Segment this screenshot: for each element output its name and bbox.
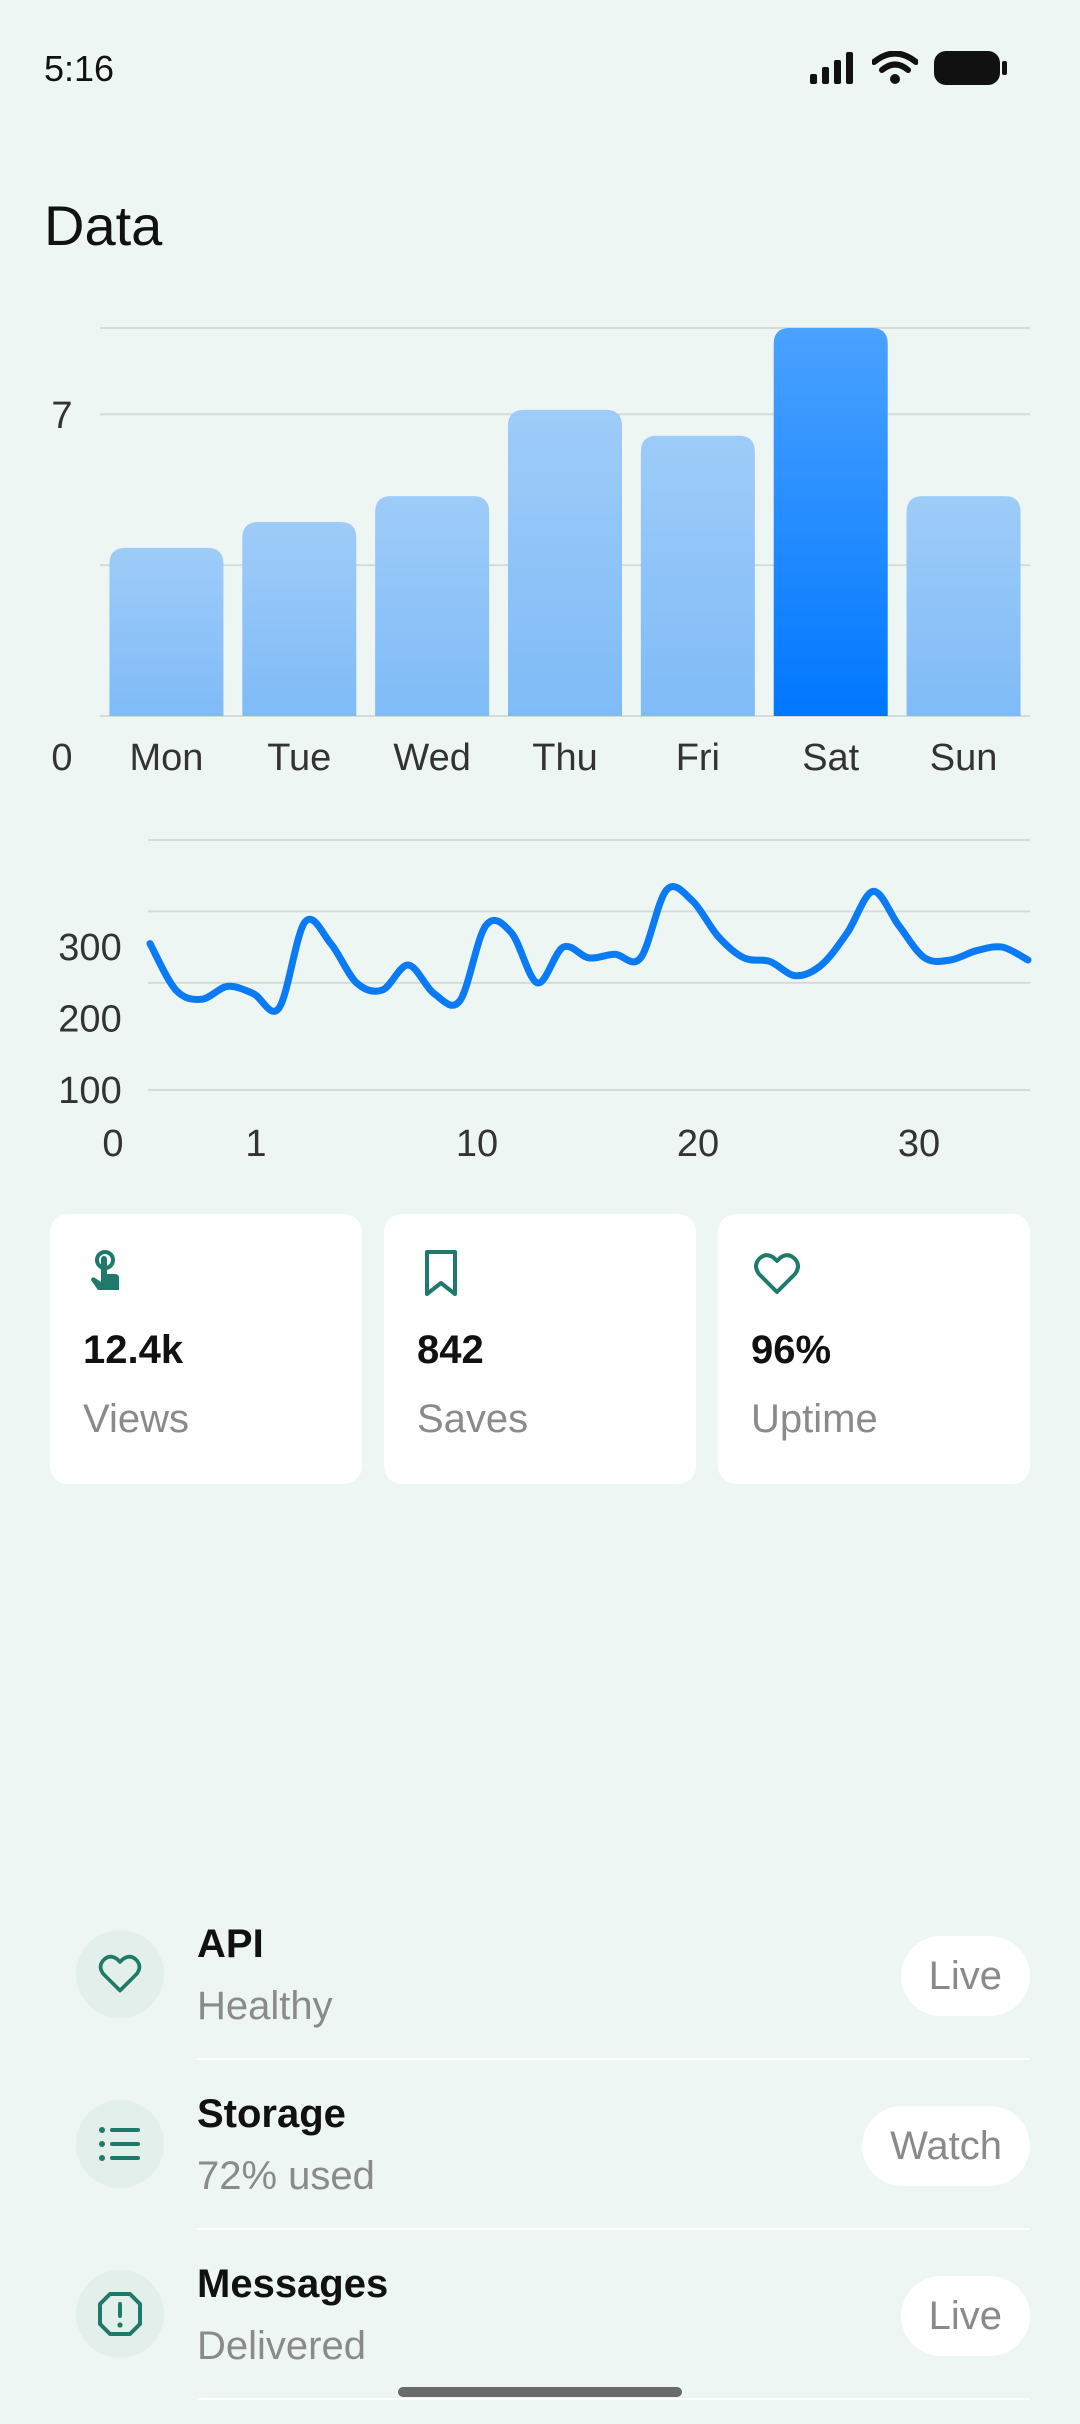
service-item-messages[interactable]: Messages Delivered Live [76, 2230, 1030, 2400]
stat-value: 12.4k [83, 1328, 184, 1372]
line-chart-grid [148, 839, 1030, 1091]
line-chart: 100 200 300 0 1 10 20 30 [58, 839, 1032, 1165]
alert-icon [98, 2292, 142, 2336]
item-subtitle: Healthy [197, 1984, 333, 2028]
divider [197, 2058, 1030, 2060]
bar-sat[interactable] [773, 328, 888, 716]
service-item-storage[interactable]: Storage 72% used Watch [76, 2060, 1030, 2230]
status-time: 5:16 [44, 48, 115, 89]
bar-fri[interactable] [640, 435, 755, 716]
stat-label: Saves [417, 1397, 529, 1441]
item-title: API [197, 1922, 264, 1966]
bookmark-icon [425, 1250, 457, 1296]
stat-label: Views [83, 1397, 189, 1441]
status-badge[interactable]: Live [900, 1936, 1030, 2016]
wifi-icon [872, 51, 918, 84]
heart-icon [754, 1253, 800, 1294]
x-tick-label: Sat [802, 737, 859, 779]
status-icons [810, 50, 1008, 86]
line-series-path [146, 883, 1032, 1015]
heart-icon [98, 1954, 142, 1993]
y-tick-label: 0 [51, 737, 72, 779]
stat-card-saves[interactable]: 842 Saves [384, 1214, 696, 1484]
x-tick-label: Wed [393, 737, 470, 779]
y-tick-label: 200 [58, 999, 121, 1041]
service-item-api[interactable]: API Healthy Live [76, 1890, 1030, 2060]
stat-cards: 12.4k Views 842 Saves 96% Uptime [50, 1214, 1030, 1484]
x-tick-label: Fri [676, 737, 720, 779]
home-indicator[interactable] [398, 2387, 682, 2397]
bar-thu[interactable] [508, 409, 622, 716]
item-icon-container [76, 2100, 164, 2188]
x-tick-label: 0 [102, 1123, 123, 1165]
item-subtitle: 72% used [197, 2154, 375, 2198]
stat-value: 96% [751, 1328, 832, 1372]
touch-icon [91, 1250, 119, 1290]
list-icon [99, 2127, 140, 2161]
x-tick-label: Thu [532, 737, 597, 779]
line-chart-series [146, 883, 1032, 1015]
x-tick-label: 30 [898, 1123, 940, 1165]
line-chart-labels: 100 200 300 0 1 10 20 30 [58, 927, 940, 1165]
bar-mon[interactable] [109, 547, 224, 716]
item-subtitle: Delivered [197, 2324, 366, 2368]
divider [197, 2398, 1030, 2400]
bar-tue[interactable] [242, 522, 357, 716]
x-tick-label: 10 [456, 1123, 498, 1165]
stat-card-views[interactable]: 12.4k Views [50, 1214, 362, 1484]
bar-chart-bars [109, 328, 1021, 716]
item-icon-container [76, 1930, 164, 2018]
bar-chart-labels: Mon Tue Wed Thu Fri Sat Sun 0 7 [51, 395, 997, 779]
x-tick-label: 20 [677, 1123, 719, 1165]
item-title: Storage [197, 2092, 346, 2136]
stat-label: Uptime [751, 1397, 878, 1441]
bar-wed[interactable] [375, 496, 490, 716]
item-title: Messages [197, 2262, 389, 2306]
divider [197, 2228, 1030, 2230]
status-badge[interactable]: Watch [862, 2106, 1030, 2186]
x-tick-label: 1 [245, 1123, 266, 1165]
y-tick-label: 7 [51, 395, 72, 437]
service-list: API Healthy Live Storage 72% used Watch [76, 1890, 1030, 2400]
bar-sun[interactable] [906, 496, 1021, 716]
x-tick-label: Mon [129, 737, 203, 779]
x-tick-label: Tue [267, 737, 331, 779]
status-badge[interactable]: Live [900, 2276, 1030, 2356]
y-tick-label: 300 [58, 927, 121, 969]
stat-card-uptime[interactable]: 96% Uptime [718, 1214, 1030, 1484]
y-tick-label: 100 [58, 1070, 121, 1112]
status-bar: 5:16 [0, 0, 1080, 140]
x-tick-label: Sun [930, 737, 998, 779]
page-title: Data [44, 194, 163, 257]
signal-icon [810, 52, 853, 84]
battery-icon [934, 51, 1007, 85]
item-icon-container [76, 2270, 164, 2358]
bar-chart: Mon Tue Wed Thu Fri Sat Sun 0 7 [51, 327, 1030, 779]
stat-value: 842 [417, 1328, 484, 1372]
